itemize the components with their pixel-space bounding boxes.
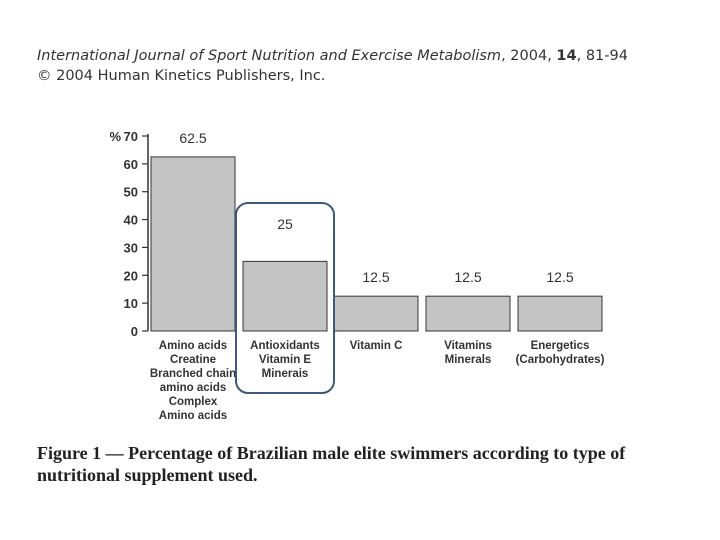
journal-year: 2004 xyxy=(510,48,548,64)
citation: International Journal of Sport Nutrition… xyxy=(37,46,628,86)
y-axis-unit: % xyxy=(109,129,121,144)
citation-line-1: International Journal of Sport Nutrition… xyxy=(37,48,628,64)
bar xyxy=(150,156,236,332)
figure-caption: Figure 1 — Percentage of Brazilian male … xyxy=(37,442,697,486)
y-tick-label: 50 xyxy=(124,185,138,200)
category-label: Amino acids Creatine Branched chain amino a… xyxy=(150,340,236,422)
journal-pages: 81-94 xyxy=(585,48,628,64)
bars xyxy=(150,156,603,332)
y-tick-label: 70 xyxy=(124,129,138,144)
bar xyxy=(517,295,603,332)
journal-name: International Journal of Sport Nutrition… xyxy=(37,48,502,64)
y-tick-label: 10 xyxy=(124,296,138,311)
copyright-line: © 2004 Human Kinetics Publishers, Inc. xyxy=(37,68,326,84)
data-label: 12.5 xyxy=(546,269,573,285)
caption-text: Percentage of Brazilian male elite swimm… xyxy=(37,443,626,485)
category-label: Energetics (Carbohydrates) xyxy=(516,340,605,366)
y-tick-label: 20 xyxy=(124,268,138,283)
category-label: Vitamins Minerals xyxy=(444,340,492,366)
y-tick-label: 0 xyxy=(131,324,138,339)
data-labels: 62.5 25 12.5 12.5 12.5 xyxy=(179,130,573,285)
y-tick-label: 60 xyxy=(124,157,138,172)
bar xyxy=(242,260,328,332)
data-label: 62.5 xyxy=(179,130,206,146)
category-label: Vitamin C xyxy=(350,340,403,352)
highlight-box xyxy=(235,202,335,394)
bar xyxy=(425,295,511,332)
journal-volume: 14 xyxy=(556,48,577,64)
y-tick-label: 30 xyxy=(124,240,138,255)
category-label: Antioxidants Vitamin E Minerais xyxy=(250,340,320,380)
y-tick-label: 40 xyxy=(124,213,138,228)
data-label: 25 xyxy=(277,216,293,232)
y-axis: 0 10 20 30 40 50 60 70% xyxy=(109,129,149,339)
bar xyxy=(333,295,419,332)
data-label: 12.5 xyxy=(454,269,481,285)
category-labels: Amino acids Creatine Branched chain amino a… xyxy=(150,340,605,422)
data-label: 12.5 xyxy=(362,269,389,285)
caption-label: Figure 1 — xyxy=(37,443,124,463)
